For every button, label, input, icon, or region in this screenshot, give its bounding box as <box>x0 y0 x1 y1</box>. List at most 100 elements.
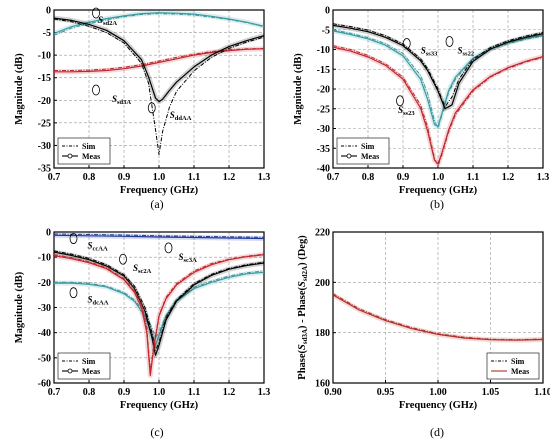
legend-entry-label: Meas <box>361 152 379 161</box>
y-tick-label: -10 <box>38 51 51 62</box>
series-sc3A-meas <box>54 254 264 376</box>
legend-box <box>57 352 111 380</box>
x-tick-label: 1.10 <box>534 387 550 398</box>
y-tick-label: -5 <box>322 25 330 36</box>
x-tick-label: 0.9 <box>397 172 410 183</box>
annotation-label-sd3A: Ssd3A <box>112 94 131 106</box>
legend-box <box>57 137 111 165</box>
legend-entry-label: Sim <box>511 357 525 366</box>
annotation-label-ddAA: SddAA <box>170 110 192 122</box>
x-tick-label: 1.3 <box>258 172 271 183</box>
y-tick-label: 0 <box>46 6 51 17</box>
y-tick-label: 220 <box>315 228 330 239</box>
legend-entry-label: Sim <box>361 142 375 151</box>
x-tick-label: 0.90 <box>324 387 342 398</box>
x-tick-label: 0.8 <box>83 172 96 183</box>
legend-box <box>486 352 540 380</box>
series-phase-meas <box>333 294 543 341</box>
y-tick-label: -10 <box>317 45 330 56</box>
x-tick-label: 0.8 <box>83 387 96 398</box>
panel-label-c: (c) <box>150 425 163 439</box>
series-ddAA-meas <box>54 17 264 103</box>
annotation-marker <box>69 233 78 244</box>
y-tick-label: 200 <box>315 278 330 289</box>
panel-a: 0.7 0.8 0.9 1.0 1.1 1.2 1.3 -35 -30 -25 -20 -15 -10 -… <box>14 6 270 212</box>
series-ccAA-sim <box>54 233 264 238</box>
y-tick-label: -50 <box>38 353 51 364</box>
series-phase-sim <box>333 293 543 341</box>
x-tick-label: 1.3 <box>258 387 271 398</box>
annotation-marker <box>402 38 411 49</box>
x-tick-label: 0.9 <box>118 172 131 183</box>
x-tick-label: 1.0 <box>153 172 166 183</box>
x-tick-label: 1.2 <box>223 387 236 398</box>
y-tick-label: 0 <box>325 6 330 17</box>
legend-entry-label: Meas <box>82 367 100 376</box>
y-tick-label: -40 <box>317 164 330 175</box>
series-group-b <box>333 22 543 167</box>
y-tick-label: -35 <box>317 144 330 155</box>
series-ss23-meas <box>333 46 543 165</box>
x-tick-label: 0.8 <box>362 172 375 183</box>
grid-d <box>333 232 543 383</box>
y-tick-label: -30 <box>38 303 51 314</box>
series-sd3A-meas <box>54 48 264 73</box>
y-tick-label: -10 <box>38 253 51 264</box>
series-ss33-sim <box>333 29 543 129</box>
x-tick-label: 0.7 <box>48 387 61 398</box>
x-tick-label: 0.7 <box>327 172 340 183</box>
y-axis-label: Phase(Ssd3A) - Phase(Ssd2A) (Deg) <box>297 235 309 380</box>
y-tick-label: -15 <box>317 65 330 76</box>
annotation-marker <box>396 95 404 107</box>
panel-label-d: (d) <box>430 425 444 439</box>
y-tick-label: 180 <box>315 328 330 339</box>
x-axis-label: Frequency (GHz) <box>120 185 199 196</box>
y-tick-label: -35 <box>38 164 51 175</box>
annotation-marker <box>119 253 127 265</box>
legend-box <box>336 137 390 165</box>
x-axis-label: Frequency (GHz) <box>120 400 199 411</box>
y-tick-label: -25 <box>38 118 51 129</box>
series-group-c <box>54 232 264 378</box>
series-dcAA-sim <box>54 270 264 339</box>
x-tick-label: 1.2 <box>502 172 515 183</box>
annotation-label-dcAA: SdcAA <box>88 295 109 307</box>
annotation-marker <box>92 84 100 96</box>
legend-entry-label: Meas <box>511 367 529 376</box>
x-axis-label: Frequency (GHz) <box>399 185 478 196</box>
x-tick-label: 1.0 <box>153 387 166 398</box>
panel-d: 0.90 0.95 1.00 1.05 1.10 160 180 200 220 Frequenc… <box>297 228 550 440</box>
annotation-label-sd2A: Ssd2A <box>98 15 117 27</box>
y-tick-label: -20 <box>38 278 51 289</box>
y-tick-label: -60 <box>38 379 51 390</box>
y-tick-label: -20 <box>38 96 51 107</box>
panel-b: 0.7 0.8 0.9 1.0 1.1 1.2 1.3 -40 -35 -30 -25 -20 -15 -… <box>293 6 549 212</box>
panel-c: 0.7 0.8 0.9 1.0 1.1 1.2 1.3 -60 -50 -40 -30 -20 -10 0… <box>14 228 270 440</box>
annotation-marker <box>164 242 173 254</box>
x-tick-label: 1.2 <box>223 172 236 183</box>
annotation-marker <box>147 102 156 114</box>
y-axis-label: Magnitude (dB) <box>14 53 25 125</box>
series-sd3A-sim <box>54 47 264 71</box>
annotation-label-sc2A: Ssc2A <box>133 263 152 275</box>
annotation-label-ss22: Sss22 <box>458 46 475 58</box>
x-tick-label: 1.00 <box>429 387 447 398</box>
panel-label-b: (b) <box>430 197 444 211</box>
series-group-a <box>54 10 264 155</box>
x-tick-label: 1.1 <box>467 172 480 183</box>
series-sd2A-meas <box>54 12 264 35</box>
legend-entry-label: Sim <box>82 357 96 366</box>
y-axis-label: Magnitude (dB) <box>14 271 25 343</box>
y-tick-label: 0 <box>46 228 51 239</box>
legend-marker <box>346 153 352 159</box>
series-ddAA-sim <box>54 18 264 155</box>
series-ss22-meas <box>333 24 543 110</box>
annotation-label-ss23: Sss23 <box>398 105 415 117</box>
series-ccAA-meas <box>54 234 264 240</box>
x-tick-label: 0.7 <box>48 172 61 183</box>
legend-entry-label: Sim <box>82 142 96 151</box>
y-tick-label: -40 <box>38 328 51 339</box>
